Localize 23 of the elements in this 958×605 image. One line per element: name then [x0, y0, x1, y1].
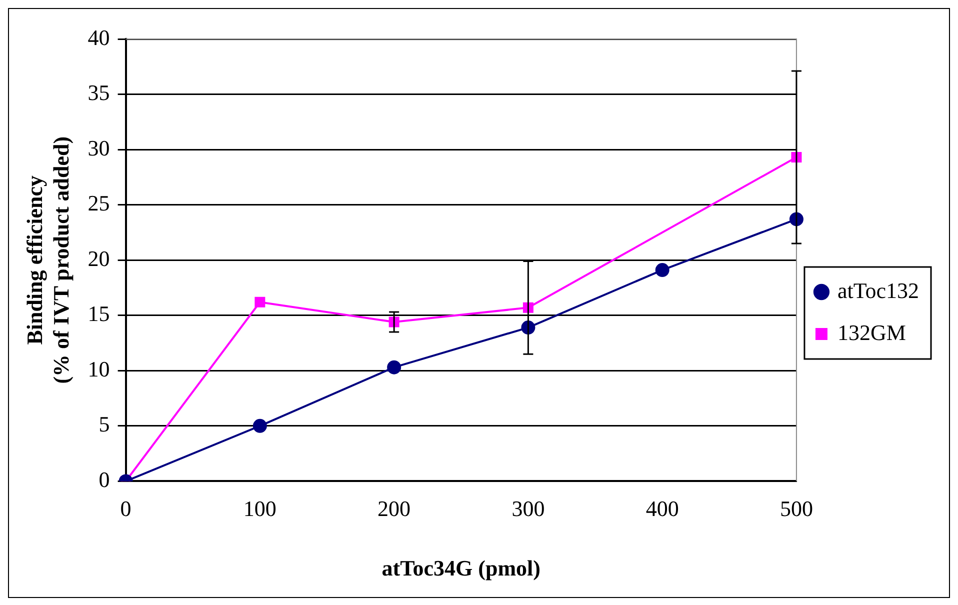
x-tick-label: 0	[120, 496, 132, 522]
y-tick-label: 5	[98, 412, 110, 437]
y-tick-label: 35	[88, 80, 110, 106]
y-tick-label: 40	[88, 24, 110, 50]
y-tick-label: 10	[88, 356, 110, 382]
y-tick-label: 25	[88, 190, 110, 216]
y-tick-label: 30	[88, 135, 110, 160]
point	[252, 418, 267, 433]
x-tick-label: 400	[646, 496, 679, 522]
legend-label: atToc132	[837, 278, 920, 303]
y-tick-label: 20	[88, 246, 110, 271]
point	[387, 360, 402, 374]
legend-label: 132GM	[837, 320, 906, 345]
x-tick-label: 500	[780, 496, 813, 522]
y-tick-label: 0	[98, 466, 110, 492]
x-tick-label: 200	[378, 496, 411, 522]
x-tick-label: 300	[512, 496, 545, 522]
x-axis-title: atToc34G (pmol)	[382, 555, 540, 580]
y-axis-title: Binding efficiency (% of IVT product added)	[22, 136, 74, 384]
point	[254, 296, 266, 308]
x-tick-label: 100	[243, 496, 276, 522]
y-tick-label: 15	[88, 301, 110, 326]
point	[655, 263, 670, 278]
